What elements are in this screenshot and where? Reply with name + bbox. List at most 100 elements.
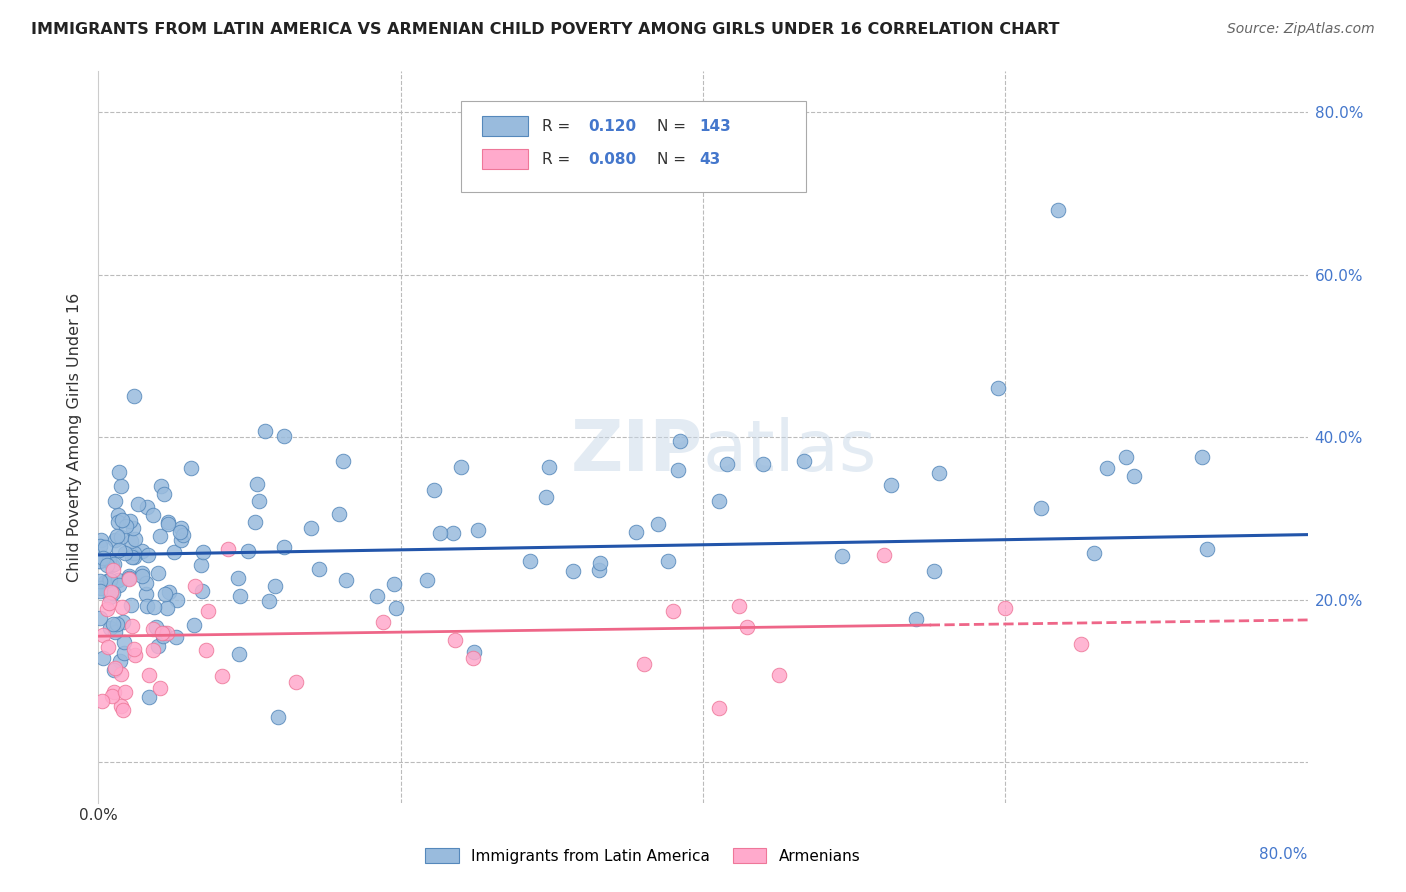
- Point: [110, 667, 132, 681]
- Point: [190, 558, 212, 573]
- Point: [519, 554, 541, 568]
- Point: [166, 593, 188, 607]
- Point: [243, 515, 266, 529]
- Point: [93, 574, 115, 589]
- Point: [105, 529, 128, 543]
- Point: [880, 478, 903, 492]
- Point: [127, 497, 149, 511]
- Point: [107, 573, 129, 587]
- Point: [180, 461, 202, 475]
- Point: [93, 540, 115, 554]
- Point: [97, 552, 120, 566]
- Point: [89, 539, 111, 553]
- Point: [707, 701, 730, 715]
- Point: [152, 625, 174, 640]
- Point: [103, 494, 125, 508]
- Point: [371, 615, 394, 629]
- Point: [89, 554, 111, 568]
- Point: [108, 578, 131, 592]
- Point: [97, 640, 120, 654]
- Point: [142, 622, 165, 636]
- Point: [149, 681, 172, 696]
- Point: [101, 616, 124, 631]
- Point: [103, 558, 125, 572]
- Point: [266, 709, 288, 723]
- Point: [143, 600, 166, 615]
- Point: [114, 685, 136, 699]
- Point: [735, 619, 758, 633]
- Point: [246, 477, 269, 491]
- Point: [152, 629, 174, 643]
- Point: [1191, 450, 1213, 465]
- Point: [170, 521, 193, 535]
- Point: [121, 549, 143, 564]
- FancyBboxPatch shape: [482, 116, 527, 136]
- Point: [90, 533, 112, 548]
- Point: [904, 612, 927, 626]
- Point: [308, 562, 330, 576]
- Point: [107, 543, 129, 558]
- Point: [111, 600, 134, 615]
- Point: [153, 487, 176, 501]
- Point: [101, 690, 124, 704]
- Point: [153, 586, 176, 600]
- Text: 80.0%: 80.0%: [1260, 847, 1308, 862]
- Point: [124, 641, 146, 656]
- Point: [114, 546, 136, 560]
- Point: [98, 573, 121, 587]
- Point: [197, 604, 219, 618]
- Point: [110, 698, 132, 713]
- Point: [467, 523, 489, 537]
- Point: [103, 684, 125, 698]
- Text: 0.080: 0.080: [588, 152, 637, 167]
- Point: [108, 654, 131, 668]
- Point: [149, 529, 172, 543]
- Point: [633, 657, 655, 671]
- Point: [1122, 468, 1144, 483]
- Point: [124, 389, 146, 403]
- Point: [145, 620, 167, 634]
- Text: ZIP: ZIP: [571, 417, 703, 486]
- Text: 0.120: 0.120: [588, 119, 637, 134]
- Point: [104, 661, 127, 675]
- Point: [98, 590, 121, 604]
- Text: IMMIGRANTS FROM LATIN AMERICA VS ARMENIAN CHILD POVERTY AMONG GIRLS UNDER 16 COR: IMMIGRANTS FROM LATIN AMERICA VS ARMENIA…: [31, 22, 1060, 37]
- Point: [1029, 501, 1052, 516]
- Point: [101, 563, 124, 577]
- Point: [657, 553, 679, 567]
- Point: [131, 569, 153, 583]
- Point: [793, 454, 815, 468]
- Point: [1083, 546, 1105, 560]
- Point: [169, 524, 191, 539]
- Text: R =: R =: [543, 119, 571, 134]
- Point: [89, 574, 111, 588]
- Point: [987, 381, 1010, 395]
- Point: [728, 599, 751, 613]
- Point: [135, 599, 157, 613]
- Point: [90, 581, 112, 595]
- Point: [111, 513, 134, 527]
- Point: [118, 571, 141, 585]
- Point: [146, 566, 169, 580]
- Point: [669, 434, 692, 449]
- Point: [1197, 541, 1219, 556]
- Point: [366, 589, 388, 603]
- Point: [120, 534, 142, 549]
- Point: [873, 548, 896, 562]
- Point: [101, 586, 124, 600]
- Point: [135, 586, 157, 600]
- Point: [191, 545, 214, 559]
- Point: [103, 663, 125, 677]
- Point: [107, 508, 129, 523]
- Point: [156, 626, 179, 640]
- Text: R =: R =: [543, 152, 571, 167]
- Point: [124, 648, 146, 662]
- Point: [211, 669, 233, 683]
- Point: [183, 617, 205, 632]
- Point: [217, 541, 239, 556]
- Point: [115, 518, 138, 533]
- Point: [194, 643, 217, 657]
- Point: [647, 517, 669, 532]
- Point: [138, 668, 160, 682]
- Point: [96, 558, 118, 573]
